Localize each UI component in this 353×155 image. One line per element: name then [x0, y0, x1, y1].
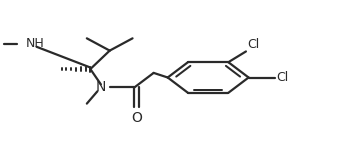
Text: NH: NH: [25, 37, 44, 50]
Text: N: N: [96, 80, 106, 95]
Text: Cl: Cl: [248, 38, 260, 51]
Text: Cl: Cl: [277, 71, 289, 84]
Text: O: O: [131, 111, 142, 125]
